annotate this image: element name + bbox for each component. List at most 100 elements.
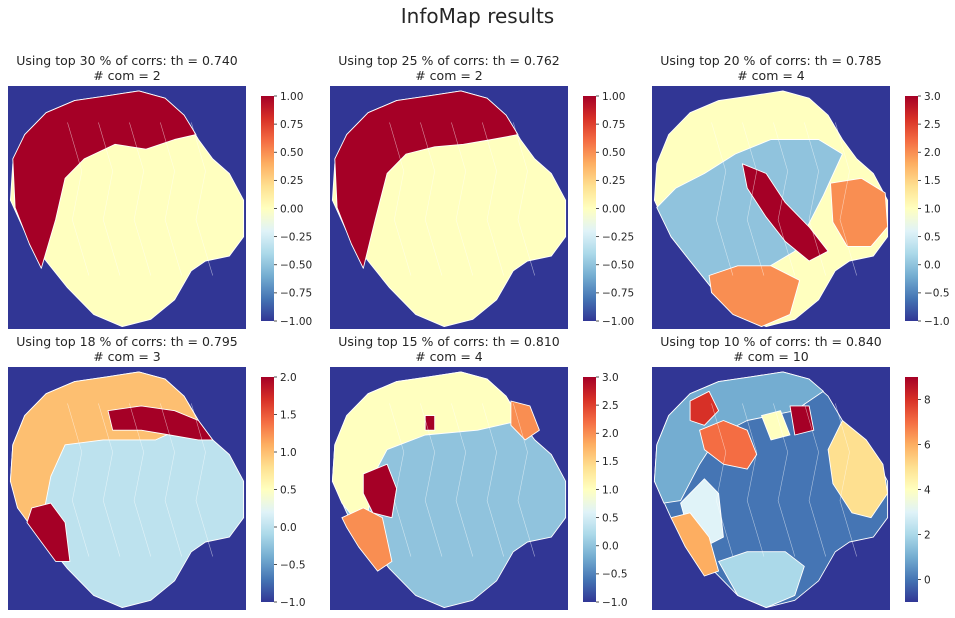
parcel-boundary (420, 122, 443, 276)
parcel-boundary (191, 403, 213, 557)
community-region-3 (424, 415, 436, 431)
colorbar-tick-label: 2.5 (924, 119, 941, 131)
figure-title: InfoMap results (400, 4, 555, 28)
parcel-boundary (129, 122, 152, 276)
community-region-4 (761, 410, 791, 441)
community-region-8 (689, 390, 720, 426)
colorbar-tick-label: 1.0 (924, 203, 941, 215)
colorbar-tick-label: 1.5 (280, 409, 297, 421)
colorbar-tick-label: 0.5 (602, 512, 619, 524)
colorbar (583, 96, 596, 321)
colorbar (905, 377, 918, 602)
colorbar-tick-label: 2.0 (602, 428, 619, 440)
panel-title: Using top 18 % of corrs: th = 0.795 (16, 334, 237, 349)
colorbar-tick-label: 0.75 (602, 119, 625, 131)
colorbar-tick-label: 0.0 (280, 522, 297, 534)
parcel-boundary (420, 403, 443, 557)
parcel-boundary (389, 403, 412, 557)
colorbar-tick-label: 0.50 (280, 147, 303, 159)
community-region-2 (26, 502, 71, 562)
colorbar-tick-label: −1.0 (924, 316, 950, 328)
colorbar-tick-label: 2.5 (602, 400, 619, 412)
colorbar-tick-label: 0 (924, 574, 931, 586)
colorbar-tick-label: 0.00 (280, 203, 303, 215)
colorbar-tick-label: −1.0 (280, 597, 306, 609)
colorbar-tick-label: −0.75 (602, 288, 634, 300)
parcel-boundary (98, 403, 121, 557)
heatmap-panel-4: Using top 18 % of corrs: th = 0.795# com… (8, 334, 306, 610)
colorbar-tick-label: 2 (924, 529, 931, 541)
colorbar-tick-label: 2.0 (280, 372, 297, 384)
parcel-boundary (451, 122, 474, 276)
colorbar (905, 96, 918, 321)
colorbar-tick-label: −0.25 (280, 231, 312, 243)
colorbar-tick-label: 1.0 (602, 484, 619, 496)
parcel-boundary (742, 403, 765, 557)
colorbar-tick-label: 3.0 (924, 91, 941, 103)
panel-subtitle: # com = 3 (93, 349, 161, 364)
parcel-boundary (451, 403, 474, 557)
panel-title: Using top 30 % of corrs: th = 0.740 (16, 53, 238, 68)
colorbar (261, 377, 274, 602)
parcel-boundary (773, 122, 796, 276)
community-region-3 (362, 463, 398, 519)
colorbar-tick-label: 3.0 (602, 372, 619, 384)
colorbar-tick-label: 0.75 (280, 119, 303, 131)
parcel-boundary (129, 403, 152, 557)
parcel-boundary (804, 122, 826, 276)
heatmap-panel-3: Using top 20 % of corrs: th = 0.785# com… (652, 53, 950, 329)
community-region-2 (510, 400, 540, 441)
community-region-5 (827, 420, 889, 519)
panel-title: Using top 15 % of corrs: th = 0.810 (338, 334, 560, 349)
colorbar-tick-label: 1.5 (602, 456, 619, 468)
community-region-3 (741, 163, 829, 262)
community-region-9 (789, 405, 815, 436)
colorbar-tick-label: 0.0 (602, 541, 619, 553)
colorbar-tick-label: −1.00 (280, 316, 312, 328)
colorbar-tick-label: 0.0 (924, 260, 941, 272)
community-region-1 (334, 90, 519, 269)
parcel-boundary (513, 122, 535, 276)
colorbar-tick-label: 4 (924, 484, 931, 496)
parcel-boundary (160, 122, 182, 276)
colorbar-tick-label: −1.00 (602, 316, 634, 328)
colorbar-tick-label: 1.0 (280, 447, 297, 459)
colorbar-tick-label: 1.5 (924, 175, 941, 187)
panel-title: Using top 10 % of corrs: th = 0.840 (660, 334, 882, 349)
parcel-boundary (804, 403, 826, 557)
colorbar-tick-label: 0.5 (280, 484, 297, 496)
parcel-boundary (513, 403, 535, 557)
parcel-boundary (389, 122, 412, 276)
colorbar-tick-label: −0.50 (602, 260, 634, 272)
community-region-2 (718, 551, 805, 609)
colorbar-tick-label: −0.25 (602, 231, 634, 243)
colorbar-tick-label: 0.25 (280, 175, 303, 187)
colorbar-tick-label: −0.50 (280, 260, 312, 272)
colorbar-tick-label: −0.5 (924, 288, 950, 300)
colorbar-tick-label: 0.25 (602, 175, 625, 187)
community-region-0 (656, 139, 843, 293)
colorbar-tick-label: 0.50 (602, 147, 625, 159)
parcel-boundary (773, 403, 796, 557)
parcel-boundary (742, 122, 765, 276)
parcel-boundary (711, 122, 734, 276)
panel-subtitle: # com = 2 (415, 68, 483, 83)
parcel-boundary (67, 122, 90, 276)
colorbar (583, 377, 596, 602)
heatmap-panel-2: Using top 25 % of corrs: th = 0.762# com… (330, 53, 634, 329)
colorbar-tick-label: −0.75 (280, 288, 312, 300)
parcel-boundary (482, 122, 504, 276)
panel-subtitle: # com = 10 (733, 349, 809, 364)
colorbar-tick-label: 1.00 (602, 91, 625, 103)
parcel-boundary (160, 403, 182, 557)
colorbar-tick-label: 8 (924, 394, 931, 406)
community-region-2 (341, 507, 393, 572)
panel-title: Using top 20 % of corrs: th = 0.785 (660, 53, 881, 68)
community-region-2 (107, 405, 214, 441)
colorbar (261, 96, 274, 321)
community-region-7 (699, 420, 758, 470)
community-region-2 (708, 265, 801, 328)
heatmap-panel-6: Using top 10 % of corrs: th = 0.840# com… (652, 334, 931, 610)
colorbar-tick-label: −1.0 (602, 597, 628, 609)
